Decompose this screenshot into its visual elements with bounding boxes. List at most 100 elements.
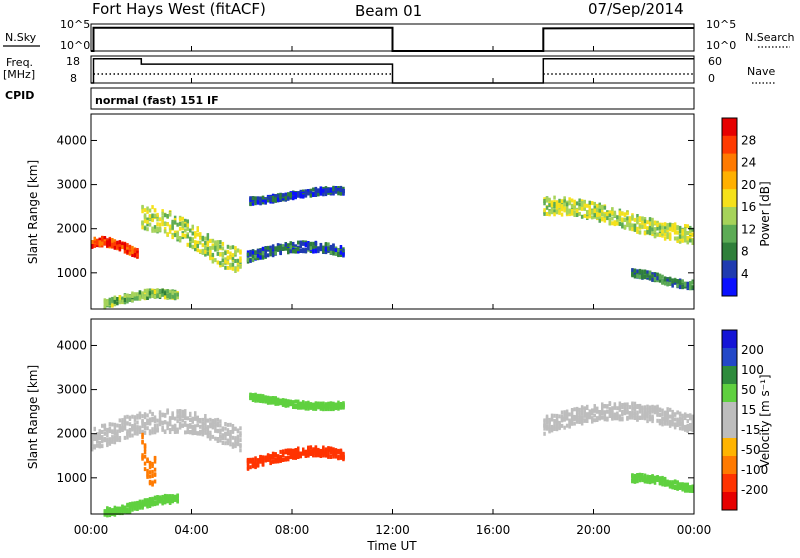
heatmap-cell [148, 222, 152, 227]
freq-unit: [MHz] [3, 68, 35, 81]
heatmap-cell [671, 484, 674, 489]
heatmap-cell [570, 408, 574, 412]
heatmap-cell [141, 430, 144, 435]
heatmap-cell [550, 200, 554, 205]
heatmap-cell [153, 429, 157, 434]
heatmap-cell [158, 288, 162, 293]
heatmap-cell [108, 513, 112, 518]
heatmap-cell [176, 410, 179, 415]
heatmap-cell [545, 196, 549, 201]
heatmap-cell [668, 423, 672, 428]
heatmap-cell [601, 208, 604, 213]
heatmap-cell [568, 201, 571, 206]
heatmap-cell [226, 439, 230, 444]
heatmap-cell [553, 427, 556, 431]
heatmap-cell [136, 292, 139, 297]
heatmap-cell [324, 452, 328, 457]
heatmap-cell [199, 249, 202, 254]
heatmap-cell [194, 234, 197, 239]
heatmap-cell [623, 410, 627, 415]
heatmap-cell [116, 297, 119, 301]
heatmap-cell [158, 412, 162, 417]
heatmap-cell [216, 242, 220, 247]
heatmap-cell [575, 409, 579, 414]
heatmap-cell [261, 198, 265, 203]
heatmap-cell [201, 417, 205, 422]
heatmap-cell [548, 425, 551, 429]
heatmap-cell [684, 231, 687, 236]
heatmap-cell [643, 478, 647, 483]
heatmap-cell [312, 449, 315, 454]
heatmap-cell [628, 226, 632, 231]
heatmap-cell [588, 210, 591, 214]
heatmap-cell [138, 293, 142, 298]
heatmap-cell [113, 302, 117, 307]
power-colorbar-label: Power [dB] [758, 181, 772, 246]
heatmap-cell [329, 407, 333, 412]
heatmap-cell [611, 416, 614, 421]
heatmap-cell [204, 245, 207, 250]
heatmap-cell [676, 225, 679, 230]
heatmap-cell [596, 203, 599, 208]
heatmap-cell [108, 301, 112, 306]
heatmap-cell [189, 243, 192, 248]
heatmap-cell [143, 219, 147, 224]
heatmap-cell [327, 242, 330, 247]
heatmap-cell [111, 430, 114, 435]
heatmap-cell [651, 409, 654, 414]
heatmap-cell [206, 251, 210, 256]
heatmap-cell [271, 244, 275, 249]
heatmap-cell [631, 410, 634, 415]
heatmap-cell [151, 205, 154, 210]
heatmap-cell [166, 494, 169, 499]
heatmap-cell [583, 413, 586, 418]
heatmap-cell [163, 429, 167, 434]
heatmap-cell [550, 413, 554, 418]
heatmap-cell [573, 213, 576, 217]
colorbar-swatch [722, 118, 737, 137]
heatmap-cell [666, 414, 669, 419]
heatmap-cell [219, 261, 222, 266]
heatmap-cell [156, 423, 159, 428]
heatmap-cell [671, 280, 674, 285]
heatmap-cell [239, 431, 242, 436]
heatmap-cell [214, 258, 217, 263]
heatmap-cell [209, 424, 212, 429]
heatmap-cell [550, 428, 554, 433]
heatmap-cell [658, 407, 662, 412]
heatmap-cell [663, 476, 667, 481]
heatmap-cell [636, 214, 639, 218]
velocity-colorbar-label: Velocity [m s⁻¹] [758, 374, 772, 467]
heatmap-cell [234, 259, 237, 263]
heatmap-cell [578, 416, 581, 420]
x-tick-label: 16:00 [476, 523, 511, 537]
heatmap-cell [239, 433, 242, 438]
heatmap-cell [586, 203, 589, 208]
heatmap-cell [588, 411, 591, 415]
heatmap-cell [633, 473, 637, 478]
heatmap-cell [289, 245, 292, 250]
heatmap-cell [560, 199, 564, 204]
heatmap-cell [656, 276, 659, 281]
heatmap-cell [166, 295, 169, 300]
heatmap-cell [658, 413, 662, 417]
heatmap-cell [136, 507, 139, 511]
heatmap-cell [158, 499, 162, 504]
heatmap-cell [631, 406, 634, 411]
heatmap-cell [173, 215, 177, 220]
heatmap-cell [691, 280, 694, 285]
heatmap-cell [578, 202, 581, 207]
heatmap-cell [226, 422, 230, 427]
heatmap-cell [568, 197, 571, 202]
heatmap-cell [131, 250, 134, 255]
heatmap-cell [656, 418, 659, 423]
heatmap-cell [266, 253, 270, 258]
heatmap-cell [108, 427, 112, 432]
heatmap-cell [284, 242, 287, 247]
heatmap-cell [116, 240, 119, 245]
heatmap-cell [297, 449, 300, 454]
heatmap-cell [294, 455, 297, 460]
heatmap-cell [302, 241, 305, 246]
heatmap-cell [151, 427, 154, 432]
